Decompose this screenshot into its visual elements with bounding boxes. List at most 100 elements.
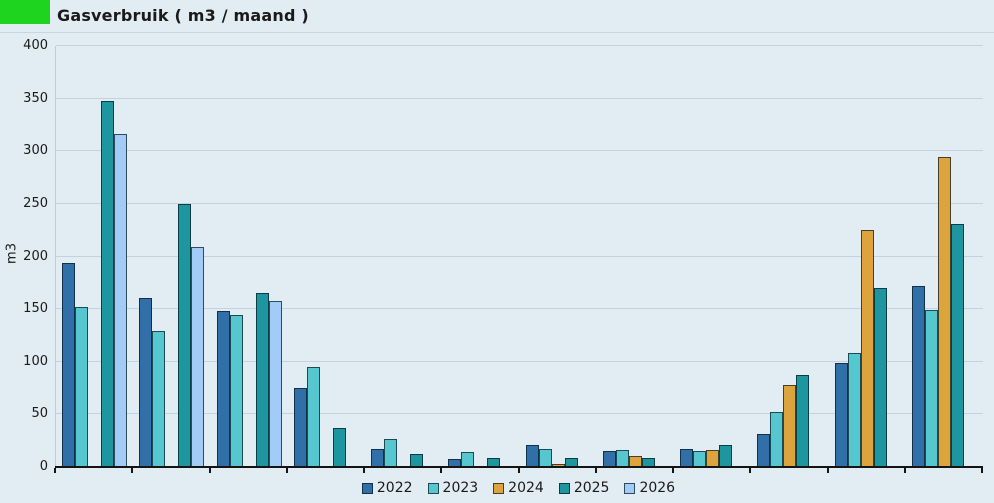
bar-group-10 — [751, 46, 828, 467]
legend-item-2024[interactable]: 2024 — [493, 480, 544, 496]
bar-2025-group-5[interactable] — [410, 454, 424, 467]
y-tick-label-400: 400 — [23, 38, 48, 53]
x-tick-3 — [285, 468, 288, 473]
y-tick-label-50: 50 — [31, 406, 48, 422]
gridline-200 — [56, 255, 983, 257]
bar-2024-group-9[interactable] — [706, 450, 720, 467]
x-axis-line — [55, 466, 983, 468]
bar-2024-group-7[interactable] — [551, 463, 565, 467]
bar-2023-group-3[interactable] — [229, 315, 243, 467]
bar-2023-group-12[interactable] — [924, 310, 938, 467]
bar-2024-group-10[interactable] — [783, 384, 797, 467]
green-accent-block — [0, 0, 50, 24]
gridline-350 — [56, 97, 983, 99]
bar-group-6 — [442, 46, 519, 467]
gridline-50 — [56, 413, 983, 415]
legend-label-2026: 2026 — [639, 480, 676, 496]
x-tick-4 — [363, 468, 365, 473]
legend-item-2026[interactable]: 2026 — [624, 480, 675, 496]
bar-2024-group-8[interactable] — [628, 456, 642, 467]
x-tick-12 — [981, 468, 983, 473]
bar-2023-group-10[interactable] — [770, 412, 784, 467]
bar-2025-group-2[interactable] — [178, 203, 192, 467]
bar-2022-group-12[interactable] — [911, 285, 925, 467]
bar-2025-group-3[interactable] — [255, 293, 269, 467]
legend-swatch-2026 — [624, 482, 636, 494]
x-tick-10 — [826, 468, 829, 473]
bar-2025-group-8[interactable] — [641, 457, 655, 467]
bar-2025-group-6[interactable] — [487, 457, 501, 467]
gridline-250 — [56, 202, 983, 204]
bar-2025-group-4[interactable] — [332, 428, 346, 467]
bar-2025-group-12[interactable] — [950, 223, 964, 467]
x-tick-2 — [208, 468, 211, 473]
bar-group-3 — [211, 46, 288, 467]
bar-group-4 — [288, 46, 365, 467]
bar-group-2 — [133, 46, 210, 467]
bar-2022-group-9[interactable] — [680, 449, 694, 467]
bar-2026-group-1[interactable] — [114, 134, 128, 467]
legend-swatch-2024 — [493, 482, 505, 494]
legend-label-2024: 2024 — [508, 480, 544, 496]
y-tick-label-100: 100 — [23, 353, 48, 369]
bar-2023-group-2[interactable] — [152, 331, 166, 467]
bar-group-5 — [365, 46, 442, 467]
legend-item-2025[interactable]: 2025 — [558, 480, 609, 496]
y-tick-label-200: 200 — [23, 248, 48, 264]
x-tick-7 — [594, 468, 597, 473]
legend-label-2022: 2022 — [376, 480, 413, 496]
bar-2022-group-11[interactable] — [834, 362, 848, 467]
bar-group-8 — [597, 46, 674, 467]
bar-2022-group-4[interactable] — [293, 388, 307, 467]
plot-area — [55, 45, 983, 467]
x-tick-8 — [672, 468, 674, 473]
x-tick-9 — [749, 468, 752, 473]
bar-group-9 — [674, 46, 751, 467]
bar-group-11 — [829, 46, 906, 467]
x-tick-0 — [54, 468, 56, 473]
bar-2023-group-5[interactable] — [384, 438, 398, 467]
bar-2023-group-8[interactable] — [615, 450, 629, 467]
x-tick-5 — [440, 468, 443, 473]
bar-2022-group-7[interactable] — [525, 444, 539, 467]
bar-2023-group-6[interactable] — [461, 452, 475, 467]
bar-2023-group-1[interactable] — [75, 307, 89, 467]
legend-label-2023: 2023 — [442, 480, 479, 496]
bar-2025-group-1[interactable] — [101, 100, 115, 467]
bar-2022-group-3[interactable] — [216, 311, 230, 467]
bar-2022-group-6[interactable] — [448, 458, 462, 467]
bar-group-7 — [520, 46, 597, 467]
legend: 2022 2023 2024 2025 2026 — [55, 480, 982, 496]
bar-2023-group-9[interactable] — [693, 451, 707, 467]
legend-item-2022[interactable]: 2022 — [361, 480, 413, 496]
bar-2022-group-1[interactable] — [62, 262, 76, 467]
bar-2025-group-10[interactable] — [796, 375, 810, 467]
bar-2022-group-10[interactable] — [757, 434, 771, 467]
x-tick-1 — [131, 468, 134, 473]
y-tick-label-300: 300 — [23, 143, 48, 159]
bar-2022-group-2[interactable] — [139, 297, 153, 467]
legend-swatch-2023 — [427, 482, 439, 494]
bar-group-1 — [56, 46, 133, 467]
bar-2025-group-11[interactable] — [873, 288, 887, 467]
x-tick-6 — [517, 468, 520, 473]
y-tick-label-150: 150 — [23, 301, 48, 317]
gridline-400 — [56, 45, 983, 46]
bar-2025-group-9[interactable] — [719, 444, 733, 467]
bar-2024-group-12[interactable] — [937, 156, 951, 467]
y-tick-label-350: 350 — [23, 90, 48, 106]
bar-2025-group-7[interactable] — [564, 457, 578, 467]
bar-2023-group-7[interactable] — [538, 449, 552, 467]
legend-item-2023[interactable]: 2023 — [427, 480, 479, 496]
gridline-100 — [56, 360, 983, 362]
x-tick-11 — [903, 468, 906, 473]
bar-2024-group-11[interactable] — [860, 230, 874, 467]
bar-2023-group-4[interactable] — [306, 367, 320, 467]
chart-header: Gasverbruik ( m3 / maand ) — [0, 0, 994, 33]
bar-2023-group-11[interactable] — [847, 353, 861, 467]
bar-2022-group-5[interactable] — [371, 449, 385, 467]
gridline-150 — [56, 308, 983, 310]
bar-2026-group-3[interactable] — [268, 300, 282, 467]
bar-2026-group-2[interactable] — [191, 247, 205, 467]
bar-2022-group-8[interactable] — [602, 451, 616, 467]
